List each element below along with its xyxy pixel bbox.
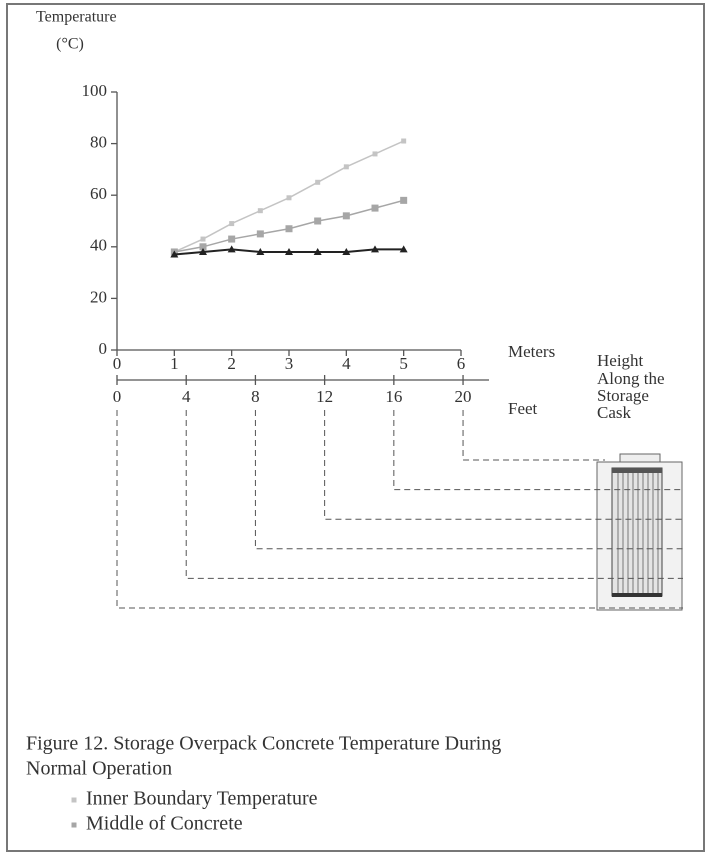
caption: Figure 12. Storage Overpack Concrete Tem… xyxy=(26,733,501,780)
legend-marker xyxy=(71,822,77,828)
data-point xyxy=(401,138,407,144)
data-point xyxy=(343,164,349,170)
side-label-line: Cask xyxy=(597,403,632,422)
x2-tick-label: 20 xyxy=(455,387,472,406)
x-axis-label: Meters xyxy=(508,342,555,361)
data-point xyxy=(256,247,265,255)
legend-label: Inner Boundary Temperature xyxy=(86,788,318,810)
data-point xyxy=(313,247,322,255)
fuel-rods xyxy=(617,472,659,593)
cask-canister xyxy=(611,467,663,597)
x2-tick-label: 12 xyxy=(316,387,333,406)
data-point xyxy=(372,151,378,157)
data-point xyxy=(371,204,379,212)
data-point xyxy=(315,179,321,185)
data-point xyxy=(371,245,379,253)
data-point xyxy=(342,212,350,220)
data-point xyxy=(200,236,206,242)
leader-line xyxy=(254,410,683,550)
cask xyxy=(596,453,683,611)
legend-marker xyxy=(71,797,77,803)
data-point xyxy=(399,245,408,253)
legend-label: Middle of Concrete xyxy=(86,813,243,835)
y-tick-label: 100 xyxy=(82,81,108,100)
x2-tick-label: 8 xyxy=(251,387,260,406)
x-tick-label: 4 xyxy=(342,354,351,373)
data-point xyxy=(285,225,293,233)
data-point xyxy=(170,250,179,258)
data-point xyxy=(228,235,236,243)
data-point xyxy=(285,247,293,255)
caption-line: Normal Operation xyxy=(26,758,172,780)
leader-line xyxy=(462,410,605,461)
y-tick-label: 40 xyxy=(90,236,107,255)
x2-tick-label: 4 xyxy=(182,387,191,406)
x-tick-label: 5 xyxy=(399,354,408,373)
side-label-line: Along the xyxy=(597,369,665,388)
data-point xyxy=(199,243,207,251)
x-tick-label: 0 xyxy=(113,354,122,373)
data-point xyxy=(227,245,236,253)
data-point xyxy=(256,230,264,238)
x-tick-label: 2 xyxy=(227,354,236,373)
side-label: Height Along the Storage Cask xyxy=(597,351,665,422)
x-tick-label: 1 xyxy=(170,354,179,373)
leader-line xyxy=(116,410,683,609)
data-point xyxy=(257,208,263,214)
y-axis-unit: (°C) xyxy=(56,36,84,53)
data-point xyxy=(342,247,351,255)
data-point xyxy=(229,221,235,227)
x-tick-label: 6 xyxy=(457,354,466,373)
data-point xyxy=(286,195,292,201)
data-point xyxy=(314,217,322,225)
frame xyxy=(6,3,705,852)
x2-tick-label: 16 xyxy=(385,387,402,406)
leader-line xyxy=(393,410,683,491)
side-label-line: Height xyxy=(597,351,644,370)
y-tick-label: 60 xyxy=(90,184,107,203)
caption-line: Figure 12. Storage Overpack Concrete Tem… xyxy=(26,733,501,755)
x2-axis-label: Feet xyxy=(508,399,538,418)
y-axis-label: Temperature xyxy=(36,9,117,26)
cask-lid xyxy=(619,453,661,463)
y-tick-label: 0 xyxy=(99,339,108,358)
data-point xyxy=(199,247,207,255)
y-tick-label: 80 xyxy=(90,133,107,152)
x-tick-label: 3 xyxy=(285,354,294,373)
data-point xyxy=(400,196,408,204)
canister-bottom xyxy=(612,593,662,597)
x2-tick-label: 0 xyxy=(113,387,122,406)
canister-top xyxy=(612,468,662,473)
y-tick-label: 20 xyxy=(90,287,107,306)
side-label-line: Storage xyxy=(597,386,649,405)
